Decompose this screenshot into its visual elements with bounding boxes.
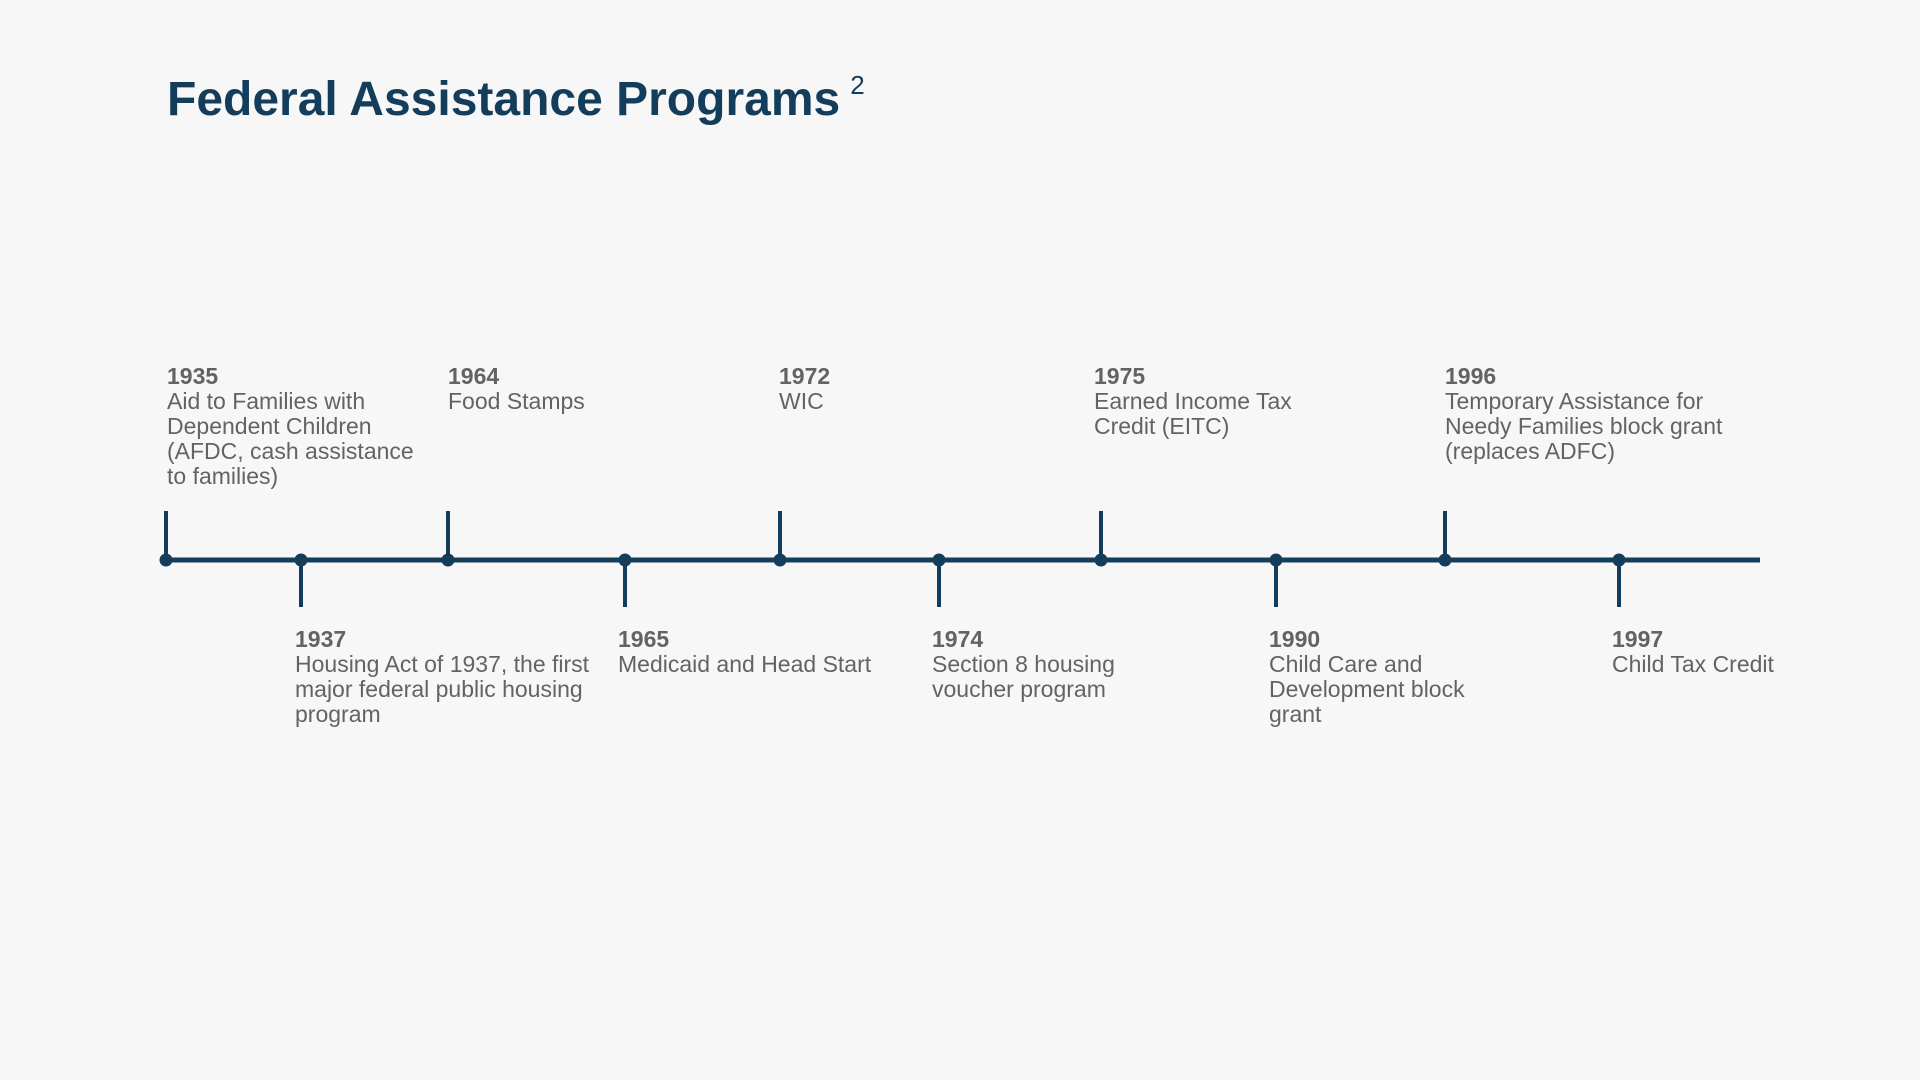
event-year: 1964 <box>448 363 500 389</box>
event-year: 1937 <box>295 626 347 652</box>
event-year: 1935 <box>167 363 219 389</box>
event-1937: 1937 Housing Act of 1937, the first majo… <box>295 627 595 727</box>
event-year: 1997 <box>1612 626 1664 652</box>
event-description: Earned Income Tax Credit (EITC) <box>1094 388 1292 439</box>
event-1964: 1964 Food Stamps <box>448 364 648 414</box>
event-description: Aid to Families with Dependent Children … <box>167 388 414 489</box>
event-description: Section 8 housing voucher program <box>932 651 1115 702</box>
event-dot-1975 <box>1094 553 1108 567</box>
event-description: Child Care and Development block grant <box>1269 651 1465 727</box>
event-1996: 1996 Temporary Assistance for Needy Fami… <box>1445 364 1745 464</box>
event-dot-1996 <box>1438 553 1452 567</box>
page-title: Federal Assistance Programs 2 <box>167 70 865 127</box>
title-footnote-marker: 2 <box>850 70 865 100</box>
event-dot-1997 <box>1612 553 1626 567</box>
event-year: 1965 <box>618 626 670 652</box>
event-dot-1974 <box>932 553 946 567</box>
event-year: 1990 <box>1269 626 1321 652</box>
event-year: 1996 <box>1445 363 1497 389</box>
event-description: Child Tax Credit <box>1612 651 1774 677</box>
event-1972: 1972 WIC <box>779 364 979 414</box>
event-year: 1972 <box>779 363 831 389</box>
event-dot-1937 <box>294 553 308 567</box>
event-year: 1975 <box>1094 363 1146 389</box>
event-dot-1990 <box>1269 553 1283 567</box>
event-description: Temporary Assistance for Needy Families … <box>1445 388 1723 464</box>
event-1990: 1990 Child Care and Development block gr… <box>1269 627 1499 727</box>
event-1935: 1935 Aid to Families with Dependent Chil… <box>167 364 427 489</box>
event-description: Medicaid and Head Start <box>618 651 872 677</box>
event-description: Housing Act of 1937, the first major fed… <box>295 651 590 727</box>
event-description: Food Stamps <box>448 388 585 414</box>
event-dot-1972 <box>773 553 787 567</box>
event-dot-1965 <box>618 553 632 567</box>
event-dot-1935 <box>159 553 173 567</box>
event-description: WIC <box>779 388 824 414</box>
event-1975: 1975 Earned Income Tax Credit (EITC) <box>1094 364 1354 439</box>
event-1965: 1965 Medicaid and Head Start <box>618 627 918 677</box>
event-year: 1974 <box>932 626 984 652</box>
title-text: Federal Assistance Programs <box>167 73 841 126</box>
event-1974: 1974 Section 8 housing voucher program <box>932 627 1192 702</box>
event-1997: 1997 Child Tax Credit <box>1612 627 1872 677</box>
event-dot-1964 <box>441 553 455 567</box>
